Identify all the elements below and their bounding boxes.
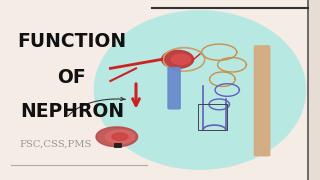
Text: FSC,CSS,PMS: FSC,CSS,PMS [20,140,92,148]
Ellipse shape [106,130,134,144]
Bar [198,104,227,130]
Ellipse shape [171,54,190,64]
Text: FUNCTION: FUNCTION [17,32,127,51]
FancyBboxPatch shape [254,46,270,156]
Bar [308,0,320,180]
Text: NEPHRON: NEPHRON [20,102,124,121]
Ellipse shape [96,127,138,147]
Ellipse shape [94,11,306,169]
Ellipse shape [162,50,194,68]
FancyBboxPatch shape [168,68,180,109]
Ellipse shape [112,133,128,140]
Bar [114,143,121,147]
Text: OF: OF [58,68,86,87]
